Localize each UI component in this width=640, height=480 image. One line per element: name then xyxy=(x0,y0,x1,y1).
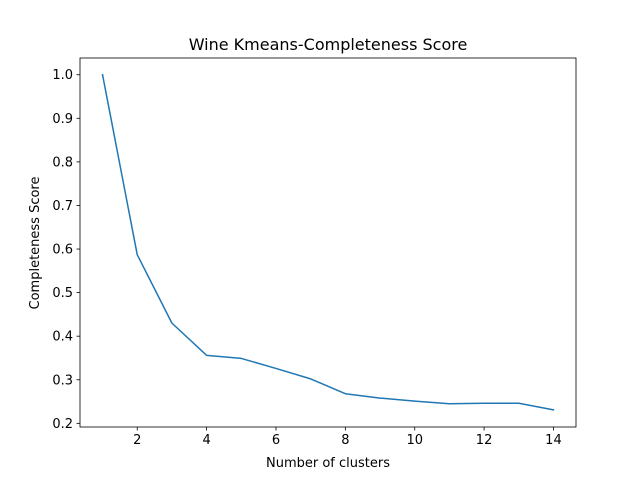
y-tick-label: 0.7 xyxy=(52,199,73,214)
series-line-0 xyxy=(101,73,555,411)
y-tick-label: 1.0 xyxy=(52,68,73,83)
chart-title: Wine Kmeans-Completeness Score xyxy=(189,35,468,54)
y-tick-label: 0.9 xyxy=(52,112,73,127)
y-tick-label: 0.3 xyxy=(52,373,73,388)
axes-frame xyxy=(79,57,577,428)
x-tick-label: 2 xyxy=(133,433,141,448)
x-tick-label: 14 xyxy=(545,433,562,448)
y-tick-label: 0.2 xyxy=(52,417,73,432)
y-axis-label: Completeness Score xyxy=(28,177,43,310)
y-tick-label: 0.4 xyxy=(52,330,73,345)
x-tick-label: 10 xyxy=(406,433,423,448)
x-tick-label: 6 xyxy=(272,433,280,448)
y-tick-label: 0.6 xyxy=(52,243,73,258)
x-tick-label: 4 xyxy=(202,433,210,448)
plot-area: 2 4 6 8 10 12 14 0.2 0.3 0.4 0.5 0.6 0.7 0.8 0.9 1.0 xyxy=(52,57,577,448)
x-axis-label: Number of clusters xyxy=(266,456,390,471)
y-tick-label: 0.5 xyxy=(52,286,73,301)
y-tick-label: 0.8 xyxy=(52,155,73,170)
x-tick-label: 12 xyxy=(476,433,493,448)
x-tick-label: 8 xyxy=(341,433,349,448)
